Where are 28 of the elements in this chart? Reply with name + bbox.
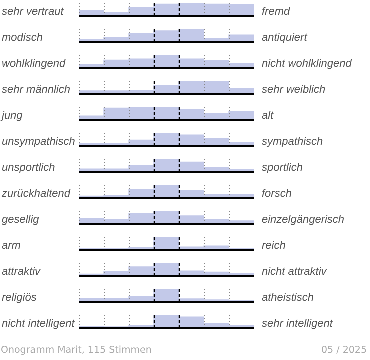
text: Onogramm Marit, 115 Stimmen: [1, 345, 152, 356]
y2-axis-title: antiquiert: [261, 32, 309, 44]
y-axis-title: arm: [1, 240, 22, 252]
y2-axis-title: sehr weiblich: [261, 84, 327, 96]
y-axis-title: gesellig: [1, 214, 40, 226]
y2-axis-title: reich: [261, 240, 287, 252]
y-axis-title: nicht intelligent: [1, 318, 76, 330]
y-axis-title: wohlklingend: [1, 58, 67, 70]
y-axis-title: modisch: [1, 32, 44, 44]
y-axis-title: sehr vertraut: [1, 6, 66, 18]
y2-axis-title: alt: [261, 110, 275, 122]
y2-axis-title: nicht wohlklingend: [261, 58, 354, 70]
y-axis-title: jung: [0, 110, 24, 122]
y2-axis-title: nicht attraktiv: [261, 266, 328, 278]
y2-axis-title: einzelgängerisch: [261, 214, 346, 226]
text: 05 / 2025: [321, 345, 367, 356]
y-axis-title: unsympathisch: [1, 136, 76, 148]
y2-axis-title: fremd: [261, 6, 292, 18]
y-axis-title: attraktiv: [1, 266, 42, 278]
y2-axis-title: forsch: [261, 188, 293, 200]
y2-axis-title: sehr intelligent: [261, 318, 334, 330]
y-axis-title: religiös: [1, 292, 38, 304]
y-axis-title: sehr männlich: [1, 84, 72, 96]
y2-axis-title: sportlich: [261, 162, 304, 174]
y-axis-title: unsportlich: [1, 162, 56, 174]
y2-axis-title: sympathisch: [261, 136, 324, 148]
y-axis-title: zurückhaltend: [1, 188, 72, 200]
y2-axis-title: atheistisch: [261, 292, 315, 304]
